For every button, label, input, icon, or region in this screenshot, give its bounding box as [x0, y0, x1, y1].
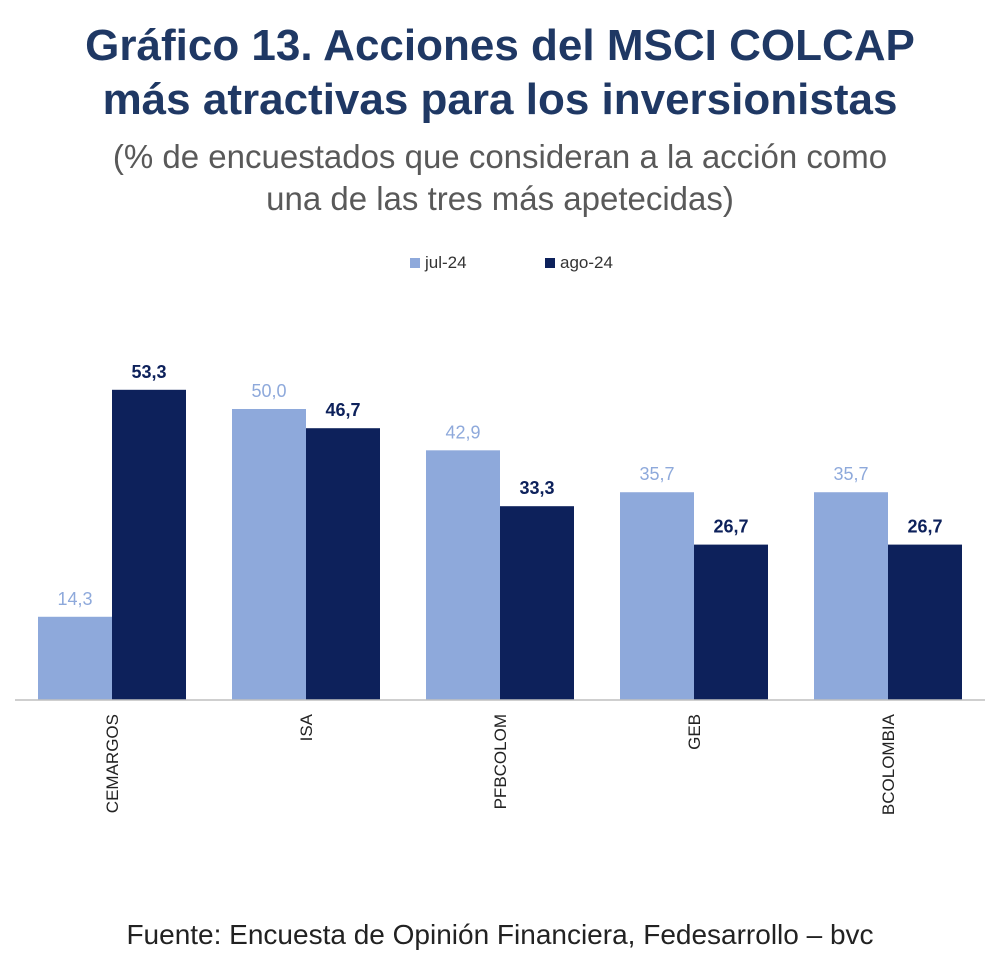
legend-label-ago-24: ago-24 — [560, 253, 613, 272]
bar-cemargos-ago-24 — [112, 389, 186, 700]
bar-bcolombia-jul-24 — [814, 492, 888, 700]
category-label-isa: ISA — [297, 713, 316, 741]
data-label-cemargos-ago-24: 53,3 — [131, 362, 166, 382]
category-label-geb: GEB — [685, 714, 704, 750]
legend-label-jul-24: jul-24 — [424, 253, 467, 272]
legend-swatch-jul-24 — [410, 258, 420, 268]
bar-pfbcolom-jul-24 — [426, 450, 500, 700]
legend-swatch-ago-24 — [545, 258, 555, 268]
bar-cemargos-jul-24 — [38, 616, 112, 700]
data-label-pfbcolom-jul-24: 42,9 — [445, 422, 480, 442]
category-label-cemargos: CEMARGOS — [103, 714, 122, 813]
bar-geb-jul-24 — [620, 492, 694, 700]
data-label-isa-ago-24: 46,7 — [325, 400, 360, 420]
bar-pfbcolom-ago-24 — [500, 506, 574, 700]
data-label-bcolombia-jul-24: 35,7 — [833, 464, 868, 484]
data-label-isa-jul-24: 50,0 — [251, 381, 286, 401]
bar-chart: jul-24 ago-24 14,3 53,3 CEMARGOS 50,0 46,7 ISA 4… — [15, 253, 985, 815]
bar-isa-jul-24 — [232, 409, 306, 700]
data-label-pfbcolom-ago-24: 33,3 — [519, 478, 554, 498]
data-label-bcolombia-ago-24: 26,7 — [907, 517, 942, 537]
source-note: Fuente: Encuesta de Opinión Financiera, … — [126, 919, 874, 950]
category-label-bcolombia: BCOLOMBIA — [879, 713, 898, 815]
bar-isa-ago-24 — [306, 428, 380, 700]
chart-title-line-1: Gráfico 13. Acciones del MSCI COLCAP — [85, 21, 915, 70]
data-label-cemargos-jul-24: 14,3 — [57, 589, 92, 609]
bar-bcolombia-ago-24 — [888, 544, 962, 700]
chart-subtitle-line-1: (% de encuestados que consideran a la ac… — [112, 138, 888, 175]
data-label-geb-jul-24: 35,7 — [639, 464, 674, 484]
chart-title-line-2: más atractivas para los inversionistas — [102, 75, 898, 124]
data-label-geb-ago-24: 26,7 — [713, 517, 748, 537]
chart-subtitle-line-2: una de las tres más apetecidas) — [266, 180, 734, 217]
bar-geb-ago-24 — [694, 544, 768, 700]
category-label-pfbcolom: PFBCOLOM — [491, 714, 510, 809]
